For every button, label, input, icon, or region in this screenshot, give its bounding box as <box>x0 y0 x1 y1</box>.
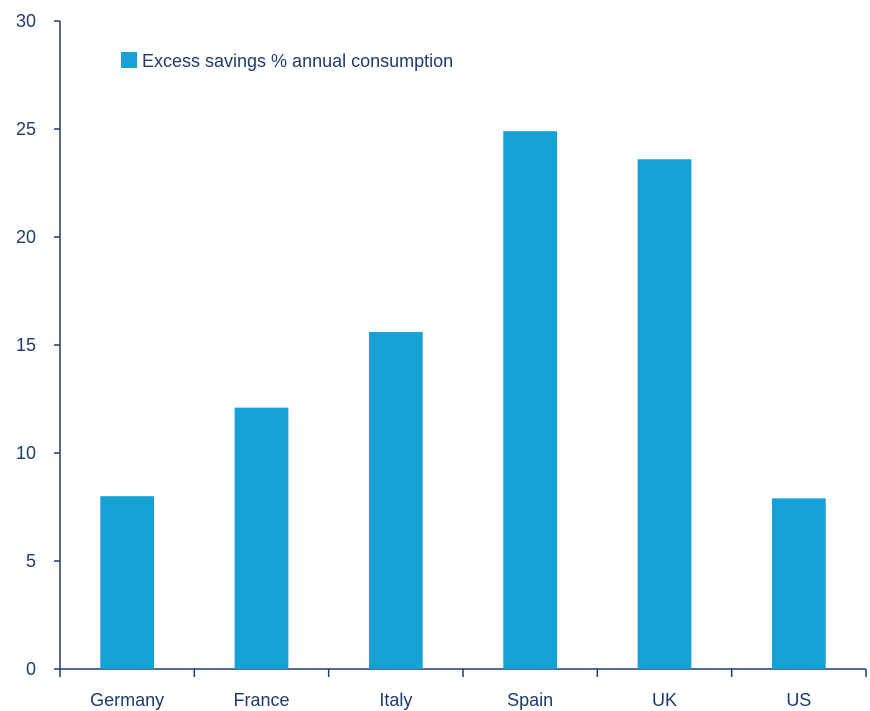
x-tick-label: Germany <box>90 690 164 710</box>
x-tick-label: Spain <box>507 690 553 710</box>
x-tick-label: UK <box>652 690 677 710</box>
bars <box>100 131 826 670</box>
x-tick-label: US <box>786 690 811 710</box>
bar-spain <box>503 131 558 669</box>
y-tick-label: 20 <box>16 227 36 247</box>
bar-france <box>234 407 289 669</box>
x-tick-label: Italy <box>379 690 412 710</box>
x-axis: Germany France Italy Spain UK US <box>59 668 867 710</box>
y-tick-label: 15 <box>16 335 36 355</box>
y-tick-label: 10 <box>16 443 36 463</box>
y-tick-label: 30 <box>16 11 36 31</box>
bar-uk <box>637 159 692 670</box>
y-tick-label: 5 <box>26 551 36 571</box>
y-tick-label: 25 <box>16 119 36 139</box>
y-axis: 0 5 10 15 20 25 30 <box>16 11 61 679</box>
bar-us <box>771 498 826 669</box>
y-tick-label: 0 <box>26 659 36 679</box>
x-tick-label: France <box>233 690 289 710</box>
bar-germany <box>100 496 155 669</box>
bar-italy <box>368 332 423 669</box>
legend-swatch <box>121 52 137 68</box>
legend: Excess savings % annual consumption <box>121 51 453 71</box>
legend-label: Excess savings % annual consumption <box>142 51 453 71</box>
